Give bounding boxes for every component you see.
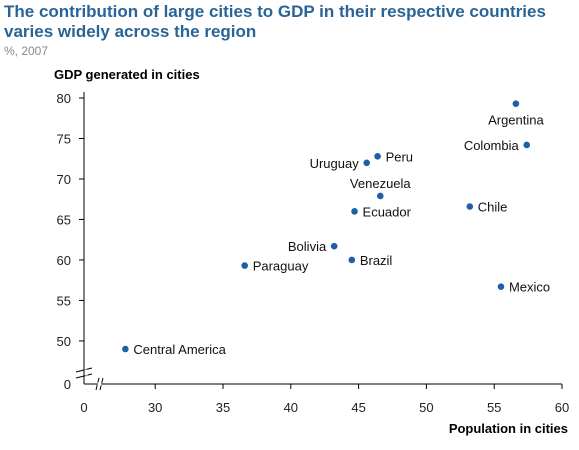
- data-point-label: Uruguay: [310, 156, 360, 171]
- y-tick-label: 80: [57, 91, 71, 106]
- y-tick-label: 50: [57, 334, 71, 349]
- data-point-label: Brazil: [360, 253, 393, 268]
- data-point-label: Colombia: [464, 138, 520, 153]
- data-point-label: Central America: [133, 342, 226, 357]
- data-point-label: Paraguay: [253, 259, 309, 274]
- chart-title: The contribution of large cities to GDP …: [4, 2, 546, 41]
- axes: [75, 92, 562, 391]
- y-tick-label: 55: [57, 293, 71, 308]
- x-tick-label: 35: [216, 400, 230, 415]
- data-point: [351, 208, 358, 215]
- data-point-label: Ecuador: [363, 204, 412, 219]
- y-tick-label: 70: [57, 172, 71, 187]
- x-tick-label: 45: [351, 400, 365, 415]
- y-axis-break-mark: [75, 367, 93, 373]
- data-point: [497, 283, 505, 290]
- data-point-label: Mexico: [509, 280, 550, 295]
- data-point-label: Venezuela: [350, 176, 411, 191]
- data-point: [122, 345, 129, 353]
- data-points: Argentina Colombia Peru Uruguay Venezuela Chi…: [122, 100, 550, 357]
- axis-ticks: 0 30 35 40 45 50 55 60 0 50 55 60 65 70 75 80: [57, 91, 570, 415]
- x-tick-label: 60: [555, 400, 569, 415]
- y-tick-label: 0: [64, 377, 71, 392]
- y-axis-title: GDP generated in cities: [54, 67, 200, 82]
- x-tick-label: 55: [487, 400, 501, 415]
- data-point: [374, 152, 381, 160]
- data-point: [330, 242, 338, 250]
- data-point: [348, 256, 356, 264]
- y-axis-break-mark: [75, 373, 93, 379]
- chart-subtitle: %, 2007: [4, 44, 49, 58]
- data-point-label: Chile: [478, 200, 508, 215]
- y-axis-break-gap: [84, 369, 88, 376]
- data-point: [241, 262, 248, 269]
- y-tick-label: 65: [57, 212, 71, 227]
- data-point: [466, 203, 474, 210]
- y-tick-label: 60: [57, 253, 71, 268]
- x-tick-label: 30: [148, 400, 162, 415]
- y-tick-label: 75: [57, 131, 71, 146]
- data-point: [376, 192, 384, 200]
- data-point: [523, 141, 531, 149]
- data-point-label: Bolivia: [288, 239, 327, 254]
- x-tick-label: 40: [284, 400, 298, 415]
- data-point-label: Argentina: [488, 113, 544, 128]
- x-axis-break-gap: [97, 382, 102, 386]
- x-axis-title: Population in cities: [449, 421, 568, 436]
- data-point: [363, 159, 371, 167]
- data-point-label: Peru: [386, 149, 413, 164]
- x-tick-label: 50: [419, 400, 433, 415]
- x-tick-label: 0: [80, 400, 87, 415]
- data-point: [512, 100, 520, 107]
